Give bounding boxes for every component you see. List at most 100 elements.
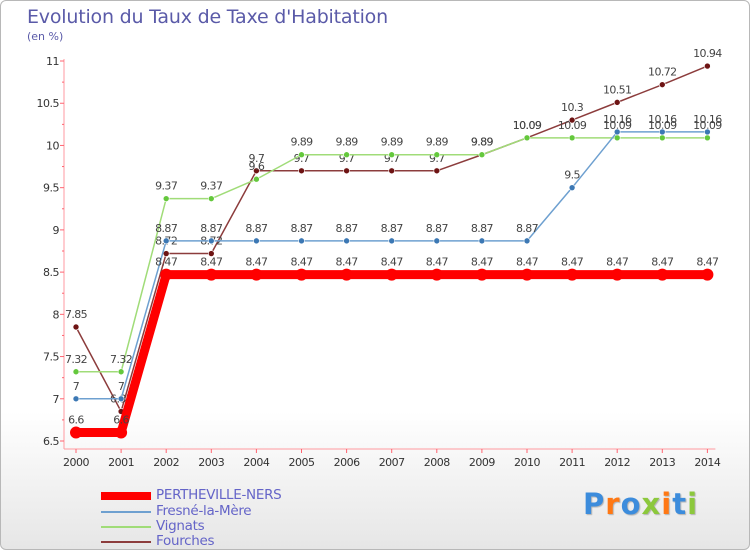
data-label: 7.32 bbox=[110, 353, 132, 366]
data-label: 8.47 bbox=[381, 256, 404, 269]
data-point bbox=[568, 184, 576, 191]
data-label: 9.89 bbox=[471, 136, 494, 149]
data-point bbox=[117, 368, 125, 376]
data-point bbox=[343, 237, 350, 245]
data-label: 8.87 bbox=[426, 222, 449, 235]
x-tick-label: 2009 bbox=[469, 456, 495, 469]
series-0: 6.6 6.6 8.47 8.47 8.47 8.47 8.47 8.47 8.47 8.47 8.… bbox=[68, 256, 720, 439]
x-tick-label: 2008 bbox=[424, 456, 450, 469]
y-tick-label: 6.5 bbox=[43, 435, 59, 448]
data-label: 9.89 bbox=[290, 136, 313, 149]
data-point bbox=[478, 237, 486, 245]
data-point bbox=[613, 134, 621, 142]
chart-title: Evolution du Taux de Taxe d'Habitation bbox=[27, 6, 388, 28]
data-label: 8.47 bbox=[426, 256, 449, 269]
y-tick-label: 8 bbox=[53, 308, 60, 321]
data-label: 7.32 bbox=[65, 353, 87, 366]
data-point bbox=[298, 167, 305, 175]
data-label: 8.47 bbox=[200, 256, 223, 269]
data-point bbox=[388, 151, 396, 159]
data-label: 9.37 bbox=[200, 180, 223, 193]
data-point bbox=[613, 99, 621, 106]
data-point bbox=[658, 134, 666, 142]
x-tick-label: 2013 bbox=[649, 456, 675, 469]
legend-label-vignats: Vignats bbox=[156, 518, 205, 534]
x-tick-label: 2007 bbox=[379, 456, 405, 469]
logo-letter: x bbox=[641, 487, 662, 521]
logo-letter: P bbox=[583, 487, 606, 521]
data-point bbox=[208, 250, 215, 257]
data-label: 10.09 bbox=[603, 119, 632, 132]
x-tick-label: 2006 bbox=[334, 456, 360, 469]
data-label: 8.87 bbox=[516, 222, 539, 235]
data-label: 9.5 bbox=[564, 169, 580, 182]
data-label: 8.87 bbox=[336, 222, 359, 235]
data-label: 8.47 bbox=[516, 256, 539, 269]
data-point bbox=[523, 134, 531, 142]
data-label: 10.09 bbox=[513, 119, 542, 132]
data-point bbox=[613, 128, 621, 136]
y-tick-label: 10.5 bbox=[37, 97, 60, 110]
chart-subtitle: (en %) bbox=[27, 30, 64, 43]
data-label: 10.16 bbox=[648, 113, 677, 126]
data-label: 8.47 bbox=[155, 256, 178, 269]
data-label: 9.89 bbox=[336, 136, 359, 149]
data-point bbox=[475, 268, 488, 281]
x-tick-label: 2004 bbox=[243, 456, 269, 469]
data-point bbox=[298, 151, 305, 159]
legend-swatch-fourches bbox=[101, 541, 151, 543]
data-point bbox=[253, 175, 260, 183]
data-point bbox=[433, 167, 441, 175]
legend-label-fresne-la-mere: Fresné-la-Mère bbox=[156, 503, 252, 519]
data-point bbox=[521, 268, 533, 281]
y-tick-label: 9 bbox=[53, 224, 60, 237]
data-label: 8.87 bbox=[290, 222, 313, 235]
data-label: 8.87 bbox=[381, 222, 404, 235]
x-tick-label: 2011 bbox=[559, 456, 585, 469]
data-label: 10.16 bbox=[603, 113, 632, 126]
logo-letter: i bbox=[661, 487, 673, 521]
data-label: 8.47 bbox=[606, 256, 629, 269]
data-point bbox=[343, 151, 350, 159]
legend-label-fourches: Fourches bbox=[156, 533, 215, 549]
data-point bbox=[205, 268, 218, 281]
data-point bbox=[478, 151, 486, 159]
data-label: 9.37 bbox=[155, 180, 178, 193]
data-label: 9.7 bbox=[249, 152, 265, 165]
data-point bbox=[72, 323, 80, 331]
data-point bbox=[566, 268, 579, 281]
x-tick-label: 2012 bbox=[604, 456, 630, 469]
legend-swatch-pertheville-ners bbox=[101, 492, 151, 500]
x-tick-label: 2010 bbox=[514, 456, 540, 469]
data-point bbox=[340, 268, 353, 281]
data-point bbox=[295, 268, 308, 281]
data-label: 8.87 bbox=[155, 222, 178, 235]
logo-letter: i bbox=[687, 487, 699, 521]
data-label: 8.47 bbox=[290, 256, 313, 269]
y-tick-label: 7 bbox=[53, 393, 60, 406]
data-point bbox=[656, 268, 669, 281]
data-label: 7.85 bbox=[65, 308, 88, 321]
data-point bbox=[388, 237, 396, 245]
data-label: 10.51 bbox=[603, 83, 632, 96]
x-tick-label: 2001 bbox=[108, 456, 134, 469]
series-1: 7 7 8.87 8.87 8.87 8.87 8.87 8.87 8.87 8.87 8.87 9.… bbox=[72, 113, 723, 403]
data-label: 8.47 bbox=[696, 256, 719, 269]
data-point bbox=[704, 128, 711, 136]
data-label: 10.09 bbox=[648, 119, 677, 132]
data-label: 6.6 bbox=[113, 414, 129, 427]
data-point bbox=[117, 395, 125, 403]
data-point bbox=[208, 237, 215, 245]
data-point bbox=[704, 62, 711, 70]
data-label: 10.09 bbox=[513, 119, 542, 132]
data-point bbox=[701, 268, 714, 281]
data-point bbox=[72, 368, 80, 376]
data-point bbox=[523, 237, 531, 245]
series-3: 7.856.858.728.729.79.79.79.79.79.8910.09… bbox=[65, 47, 723, 415]
data-point bbox=[388, 167, 396, 175]
y-tick-label: 9.5 bbox=[43, 182, 59, 195]
data-label: 8.47 bbox=[245, 256, 268, 269]
data-label: 7 bbox=[118, 380, 125, 393]
